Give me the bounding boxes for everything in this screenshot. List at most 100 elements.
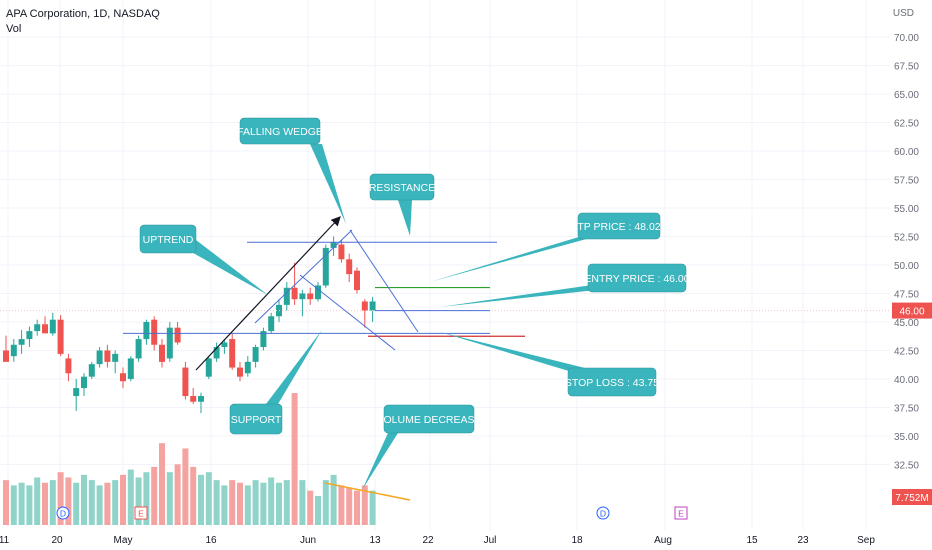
candle-body bbox=[260, 331, 267, 348]
volume-bar bbox=[369, 490, 376, 525]
tp-callout-pointer bbox=[430, 236, 590, 282]
y-tick-label: 70.00 bbox=[894, 33, 919, 44]
volume-bar bbox=[229, 480, 236, 525]
volume-bar bbox=[198, 474, 204, 525]
earnings-badge-2-label[interactable]: E bbox=[678, 509, 684, 519]
stop-loss-callout-label: STOP LOSS : 43.75 bbox=[565, 377, 659, 389]
volume-bar bbox=[81, 474, 87, 525]
tp-callout-label: TP PRICE : 48.02 bbox=[577, 221, 660, 233]
candle-body bbox=[198, 396, 204, 402]
resistance-callout-box bbox=[369, 173, 435, 201]
volume-bar bbox=[127, 469, 134, 525]
wedge-left-line bbox=[254, 229, 353, 324]
volume-bar bbox=[291, 393, 298, 525]
candle-body bbox=[57, 319, 64, 354]
y-tick-label: 47.50 bbox=[894, 289, 919, 300]
candle-body bbox=[34, 324, 41, 332]
dividend-badge-2-label[interactable]: D bbox=[600, 509, 606, 519]
x-tick-label: Sep bbox=[857, 535, 875, 546]
candle-body bbox=[330, 242, 337, 248]
stop-loss-callout-pointer bbox=[440, 332, 585, 372]
volume-bar bbox=[283, 480, 290, 525]
volume-bar bbox=[252, 480, 259, 525]
candle-body bbox=[49, 319, 56, 334]
falling-wedge-callout-box bbox=[239, 117, 321, 145]
x-tick-label: Jul bbox=[484, 535, 497, 546]
volume-bar bbox=[3, 480, 9, 525]
candle-body bbox=[369, 301, 376, 311]
dividend-badge-1-label[interactable]: D bbox=[60, 509, 66, 519]
candle-body bbox=[229, 339, 236, 368]
y-tick-label: 35.00 bbox=[894, 432, 919, 443]
candle-body bbox=[307, 293, 314, 300]
chart-title: APA Corporation, 1D, NASDAQ bbox=[6, 8, 160, 20]
candle-body bbox=[322, 247, 329, 286]
volume-bar bbox=[34, 477, 41, 525]
uptrend-callout-label: UPTREND bbox=[143, 234, 194, 246]
volume-tag-label: 7.752M bbox=[895, 493, 928, 504]
support-callout-label: SUPPORT bbox=[231, 414, 282, 426]
x-tick-label: May bbox=[114, 535, 133, 546]
volume-bar bbox=[315, 495, 321, 525]
y-tick-label: 52.50 bbox=[894, 233, 919, 244]
dividend-badge-1-shape bbox=[56, 506, 70, 520]
volume-bar bbox=[65, 477, 72, 525]
candle-body bbox=[221, 342, 228, 348]
earnings-badge-2-shape bbox=[674, 506, 688, 520]
tp-callout-box bbox=[577, 212, 661, 240]
candle-body bbox=[182, 367, 189, 397]
entry-callout-pointer bbox=[440, 285, 596, 307]
uptrend-callout-pointer bbox=[186, 240, 268, 295]
volume-bar bbox=[346, 488, 353, 525]
candle-body bbox=[26, 331, 33, 340]
falling-wedge-callout-label: FALLING WEDGE bbox=[237, 126, 323, 138]
earnings-badge-1-label[interactable]: E bbox=[138, 509, 144, 519]
volume-bar bbox=[42, 482, 48, 525]
y-tick-label: 62.50 bbox=[894, 119, 919, 130]
uptrend-arrow bbox=[195, 216, 341, 371]
candle-body bbox=[112, 353, 119, 362]
support-callout-box bbox=[229, 403, 283, 435]
x-tick-label: Aug bbox=[654, 535, 672, 546]
candle-body bbox=[268, 316, 275, 332]
volume-bar bbox=[104, 482, 111, 525]
volume-bar bbox=[260, 482, 267, 525]
candle-body bbox=[283, 287, 290, 305]
candle-body bbox=[65, 358, 72, 374]
volume-bar bbox=[57, 472, 64, 525]
y-tick-label: 55.00 bbox=[894, 204, 919, 215]
candle-body bbox=[42, 324, 48, 334]
candle-body bbox=[190, 396, 197, 402]
volume-bar bbox=[88, 480, 95, 525]
y-tick-label: 32.50 bbox=[894, 460, 919, 471]
volume-decrease-callout-pointer bbox=[362, 433, 398, 490]
x-tick-label: 16 bbox=[205, 535, 217, 546]
volume-bar bbox=[276, 482, 282, 525]
volume-bar bbox=[354, 490, 360, 525]
candle-body bbox=[174, 327, 181, 343]
last-price-tag-box bbox=[892, 302, 932, 319]
volume-bar bbox=[26, 485, 33, 525]
y-tick-label: 60.00 bbox=[894, 147, 919, 158]
last-price-tag-label: 46.00 bbox=[899, 307, 924, 318]
volume-bar bbox=[221, 485, 228, 525]
candle-body bbox=[104, 350, 111, 362]
candle-body bbox=[10, 344, 17, 357]
dividend-badge-2-shape bbox=[596, 506, 610, 520]
candle-body bbox=[361, 301, 368, 311]
volume-bar bbox=[205, 472, 212, 525]
candle-body bbox=[96, 350, 103, 365]
candle-body bbox=[81, 376, 87, 389]
volume-bar bbox=[174, 464, 181, 525]
resistance-callout-pointer bbox=[398, 200, 412, 236]
y-tick-label: 50.00 bbox=[894, 261, 919, 272]
support-callout-pointer bbox=[266, 330, 322, 404]
volume-tag-box bbox=[892, 489, 932, 505]
candle-body bbox=[299, 293, 306, 300]
volume-bar bbox=[322, 480, 329, 525]
volume-bar bbox=[112, 480, 119, 525]
candle-body bbox=[166, 327, 173, 359]
volume-bar bbox=[330, 474, 337, 525]
volume-bar bbox=[307, 490, 314, 525]
